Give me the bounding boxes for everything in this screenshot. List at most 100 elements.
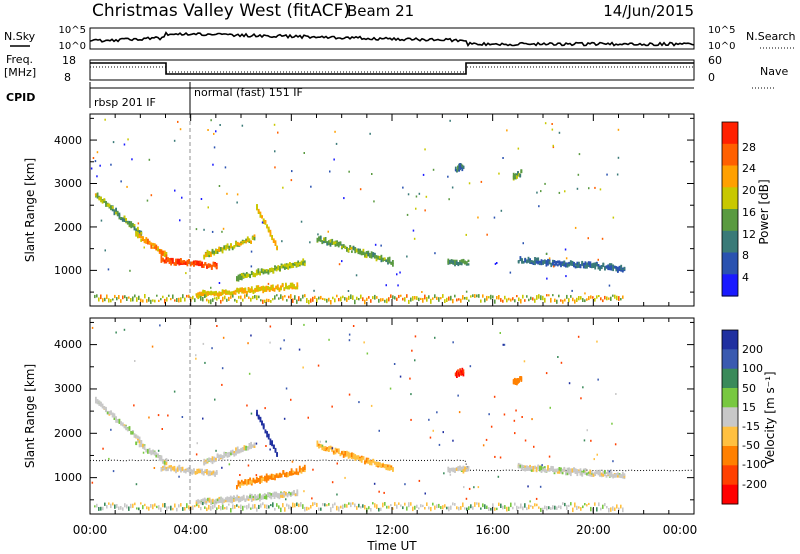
echo-cell (111, 412, 114, 418)
echo-cell (544, 505, 546, 510)
power-ylabel: Slant Range [km] (23, 158, 37, 262)
echo-cell (568, 504, 570, 507)
echo-cell (621, 270, 624, 273)
echo-cell (201, 262, 203, 267)
echo-cell (334, 502, 336, 506)
echo-cell (450, 259, 453, 263)
echo-cell (604, 503, 606, 507)
echo-cell (316, 298, 318, 303)
echo-cell (259, 478, 261, 484)
echo-cell (103, 406, 106, 410)
echo-cell (269, 268, 271, 273)
echo-cell (99, 164, 101, 167)
echo-cell (456, 298, 458, 302)
echo-cell (280, 473, 283, 478)
echo-cell (212, 263, 215, 267)
echo-cell (123, 218, 126, 221)
echo-cell (336, 294, 338, 298)
echo-cell (157, 414, 160, 417)
echo-cell (412, 229, 415, 232)
echo-cell (389, 387, 392, 390)
echo-cell (587, 237, 589, 240)
echo-cell (342, 450, 345, 455)
echo-cell (253, 445, 256, 448)
echo-cell (551, 128, 554, 131)
echo-cell (528, 298, 530, 302)
echo-cell (250, 297, 252, 302)
vel-cb-tick-200: 200 (742, 343, 763, 356)
echo-cell (346, 452, 348, 457)
echo-cell (221, 466, 223, 469)
echo-cell (210, 472, 213, 476)
echo-cell (210, 286, 212, 289)
echo-cell (166, 506, 168, 512)
echo-cell (131, 431, 134, 435)
echo-cell (378, 464, 381, 468)
echo-cell (247, 479, 250, 483)
echo-cell (294, 503, 296, 508)
echo-cell (492, 503, 494, 508)
echo-cell (221, 248, 224, 254)
echo-cell (250, 271, 253, 276)
echo-cell (243, 240, 246, 243)
echo-cell (160, 507, 162, 512)
echo-cell (588, 502, 590, 505)
echo-cell (454, 169, 457, 172)
echo-cell (540, 507, 542, 512)
echo-cell (153, 451, 156, 455)
echo-cell (344, 503, 346, 508)
echo-cell (552, 505, 554, 510)
echo-cell (562, 502, 564, 505)
echo-cell (241, 288, 243, 292)
echo-cell (228, 247, 231, 251)
echo-cell (230, 452, 232, 456)
echo-cell (226, 452, 229, 455)
echo-cell (344, 246, 347, 249)
echo-cell (512, 506, 514, 510)
echo-cell (200, 198, 203, 200)
echo-cell (426, 296, 428, 302)
echo-cell (195, 501, 198, 506)
echo-cell (256, 204, 258, 211)
echo-cell (213, 293, 216, 296)
echo-cell (533, 445, 535, 448)
vel-cb-tick-neg50: -50 (742, 439, 760, 452)
echo-cell (485, 438, 488, 441)
echo-cell (220, 248, 222, 252)
echo-cell (113, 210, 116, 216)
echo-cell (552, 260, 554, 264)
echo-cell (284, 472, 286, 476)
echo-cell (612, 216, 615, 219)
echo-cell (464, 507, 466, 510)
echo-cell (404, 297, 406, 302)
echo-cell (422, 504, 424, 508)
echo-cell (153, 467, 156, 469)
echo-cell (527, 258, 530, 263)
echo-cell (596, 507, 598, 512)
echo-cell (545, 253, 548, 255)
echo-cell (252, 274, 255, 278)
echo-cell (374, 243, 377, 246)
echo-cell (245, 445, 247, 449)
echo-cell (561, 470, 564, 473)
echo-cell (318, 444, 320, 447)
echo-cell (618, 265, 621, 269)
echo-cell (252, 495, 255, 498)
echo-cell (576, 261, 579, 265)
echo-cell (186, 294, 188, 298)
echo-cell (196, 468, 199, 472)
echo-cell (334, 451, 337, 455)
echo-cell (207, 293, 209, 296)
echo-cell (292, 263, 295, 266)
echo-cell (231, 498, 234, 504)
echo-cell (577, 173, 580, 176)
echo-cell (606, 506, 608, 509)
echo-cell (122, 507, 124, 511)
echo-cell (212, 298, 214, 302)
echo-cell (398, 294, 400, 299)
echo-cell (370, 254, 373, 259)
echo-cell (206, 459, 209, 462)
echo-cell (138, 444, 141, 448)
echo-cell (92, 157, 95, 159)
power-panel: Slant Range [km] 1000 2000 3000 4000 (23, 113, 695, 307)
